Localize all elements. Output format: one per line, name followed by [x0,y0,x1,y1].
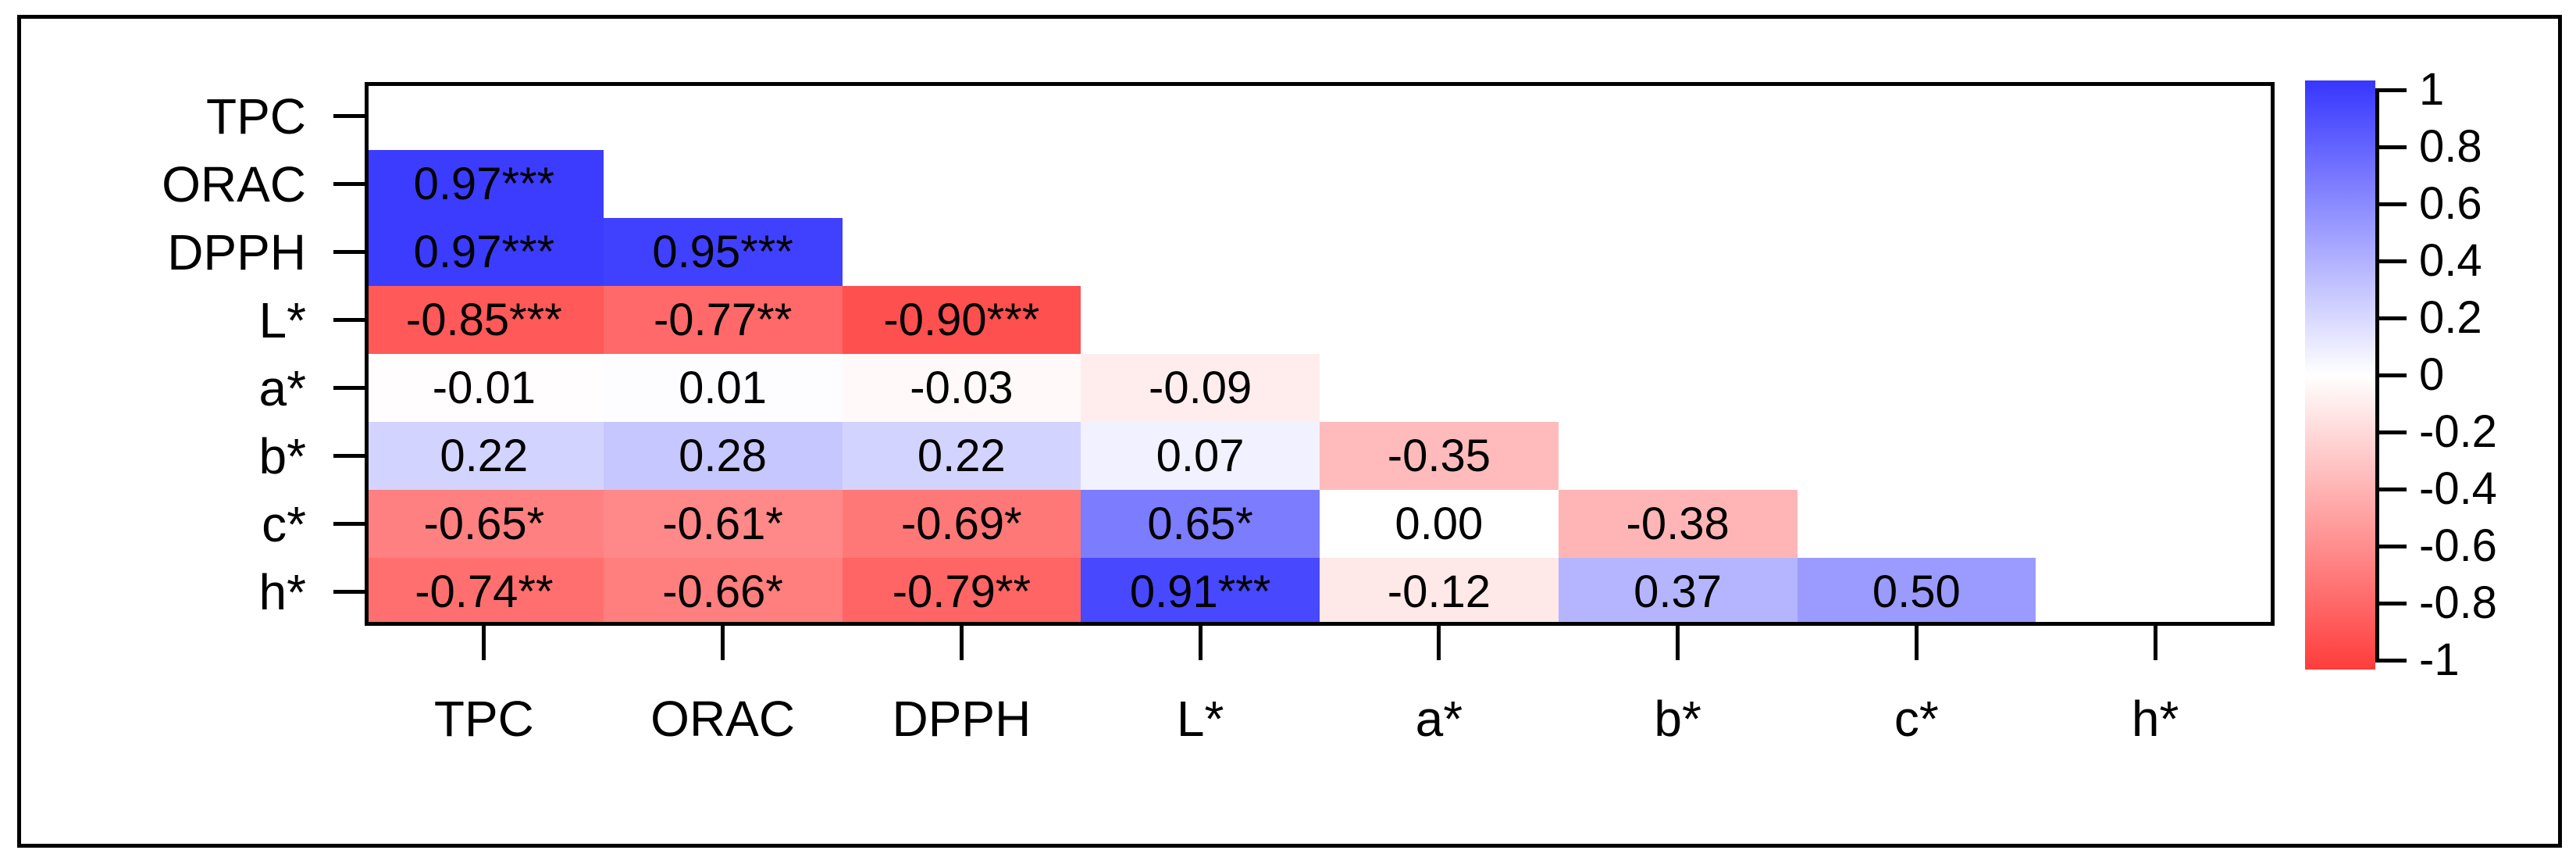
legend-tick-label: -0.6 [2419,520,2497,571]
y-axis-label: ORAC [162,155,306,213]
x-axis-label: h* [2131,691,2179,747]
y-axis-label: DPPH [167,223,306,280]
heatmap-cell: -0.12 [1320,558,1559,626]
x-axis-tick [1198,626,1202,660]
heatmap-cell: 0.91*** [1081,558,1320,626]
x-axis-tick [1437,626,1441,660]
x-axis-tick [482,626,486,660]
figure-border [17,15,2562,848]
y-axis-tick [333,182,365,186]
heatmap-cell: -0.74** [365,558,604,626]
legend-tick-label: 0 [2419,349,2445,400]
x-axis-label: b* [1654,691,1701,747]
y-axis-tick [333,386,365,390]
heatmap-cell: -0.38 [1558,490,1797,558]
legend-tick [2375,145,2407,149]
heatmap-cell: -0.09 [1081,354,1320,422]
x-axis-tick [1914,626,1919,660]
legend-tick [2375,373,2407,377]
heatmap-cell: -0.66* [603,558,843,626]
y-axis-tick [333,250,365,254]
heatmap-cell: 0.22 [842,422,1081,490]
legend-tick [2375,430,2407,434]
heatmap-cell: 0.07 [1081,422,1320,490]
legend-tick [2375,259,2407,263]
heatmap-cell: 0.01 [603,354,843,422]
legend-gradient-bar [2305,80,2375,670]
heatmap-cell: -0.69* [842,490,1081,558]
x-axis-tick [1676,626,1680,660]
legend-tick [2375,202,2407,206]
legend-tick [2375,601,2407,605]
heatmap-cell: 0.50 [1797,558,2036,626]
heatmap-cell: -0.03 [842,354,1081,422]
heatmap-cell: 0.95*** [603,218,843,286]
plot-frame [365,82,2275,626]
legend-tick-label: 0.6 [2419,178,2482,229]
legend-tick-label: 1 [2419,64,2445,115]
y-axis-label: b* [258,427,307,484]
heatmap-cell: -0.90*** [842,286,1081,354]
heatmap-cell: 0.37 [1558,558,1797,626]
y-axis-tick [333,522,365,526]
y-axis-label: c* [262,495,306,552]
legend-tick-label: 0.4 [2419,235,2482,286]
y-axis-label: TPC [206,88,306,145]
y-axis-tick [333,454,365,458]
heatmap-cell: -0.35 [1320,422,1559,490]
legend-tick-label: 0.2 [2419,292,2482,343]
x-axis-label: c* [1894,691,1939,747]
heatmap-cell: -0.65* [365,490,604,558]
heatmap-cell: -0.85*** [365,286,604,354]
heatmap-cell: 0.00 [1320,490,1559,558]
legend-tick-label: -0.4 [2419,463,2497,514]
heatmap-cell: 0.65* [1081,490,1320,558]
legend-tick-label: -0.8 [2419,577,2497,628]
y-axis-tick [333,590,365,594]
heatmap-cell: -0.77** [603,286,843,354]
x-axis-label: TPC [433,691,534,747]
y-axis-label: L* [258,291,307,348]
x-axis-label: ORAC [650,691,796,747]
heatmap-cell: -0.79** [842,558,1081,626]
legend-tick-label: 0.8 [2419,121,2482,172]
heatmap-cell: 0.28 [603,422,843,490]
heatmap-cell: 0.97*** [365,218,604,286]
x-axis-label: DPPH [892,691,1031,747]
legend-tick [2375,487,2407,491]
legend-tick [2375,658,2407,663]
heatmap-cell: 0.22 [365,422,604,490]
y-axis-tick [333,114,365,118]
legend-tick [2375,88,2407,92]
heatmap-cell: -0.01 [365,354,604,422]
x-axis-tick [721,626,725,660]
y-axis-label: h* [258,563,307,620]
legend-tick-label: -0.2 [2419,406,2497,457]
x-axis-label: a* [1415,691,1463,747]
heatmap-cell: -0.61* [603,490,843,558]
x-axis-label: L* [1176,691,1224,747]
x-axis-tick [2153,626,2157,660]
legend-tick [2375,544,2407,548]
heatmap-cell: 0.97*** [365,150,604,218]
x-axis-tick [959,626,964,660]
y-axis-label: a* [258,359,307,416]
legend-tick-label: -1 [2419,634,2460,685]
y-axis-tick [333,318,365,322]
legend-tick [2375,316,2407,320]
